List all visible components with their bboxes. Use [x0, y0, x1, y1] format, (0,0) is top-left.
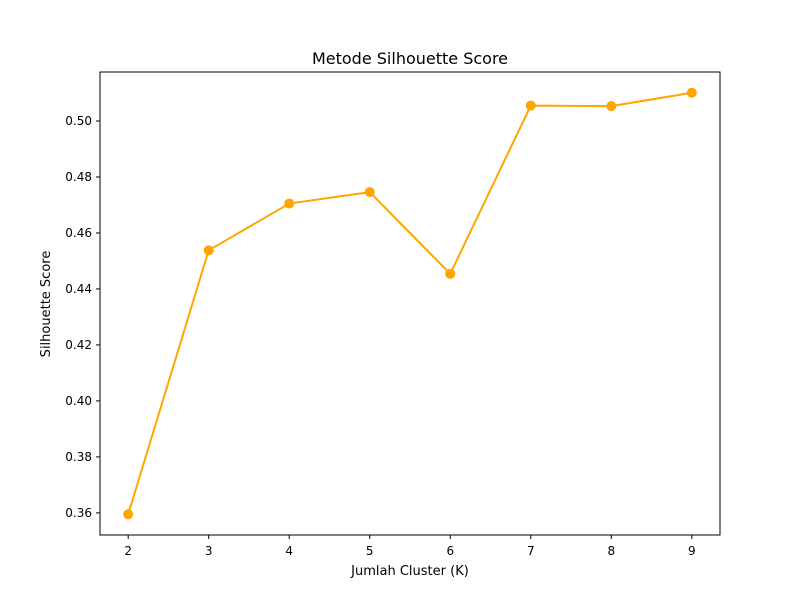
data-point: [525, 100, 536, 111]
data-point: [686, 87, 697, 98]
x-axis-label: Jumlah Cluster (K): [350, 564, 469, 579]
y-tick-label: 0.38: [65, 450, 92, 464]
x-tick-label: 6: [446, 544, 454, 558]
x-tick-label: 7: [527, 544, 535, 558]
plot-frame: [99, 71, 721, 536]
y-tick-label: 0.50: [65, 114, 92, 128]
data-point: [364, 187, 375, 198]
chart-title: Metode Silhouette Score: [312, 49, 508, 68]
x-tick-label: 2: [124, 544, 132, 558]
x-tick-label: 4: [285, 544, 293, 558]
x-tick-label: 5: [366, 544, 374, 558]
series-line: [127, 91, 692, 515]
x-tick-label: 9: [688, 544, 696, 558]
plot-area: 2 3 4 5 6 7 8 9 0.36 0.38 0.40 0.42 0.44 0.46 0.48 0.50: [65, 71, 721, 558]
y-tick-label: 0.36: [65, 506, 92, 520]
x-tick-label: 3: [205, 544, 213, 558]
y-tick-label: 0.46: [65, 226, 92, 240]
y-tick-label: 0.48: [65, 170, 92, 184]
data-point: [284, 198, 295, 209]
y-axis-label: Silhouette Score: [39, 251, 54, 358]
data-point: [445, 268, 456, 279]
data-point: [606, 101, 617, 112]
x-tick-label: 8: [607, 544, 615, 558]
y-tick-label: 0.42: [65, 338, 92, 352]
y-tick-label: 0.44: [65, 282, 92, 296]
data-point: [203, 245, 214, 256]
y-tick-label: 0.40: [65, 394, 92, 408]
data-point: [123, 509, 134, 520]
